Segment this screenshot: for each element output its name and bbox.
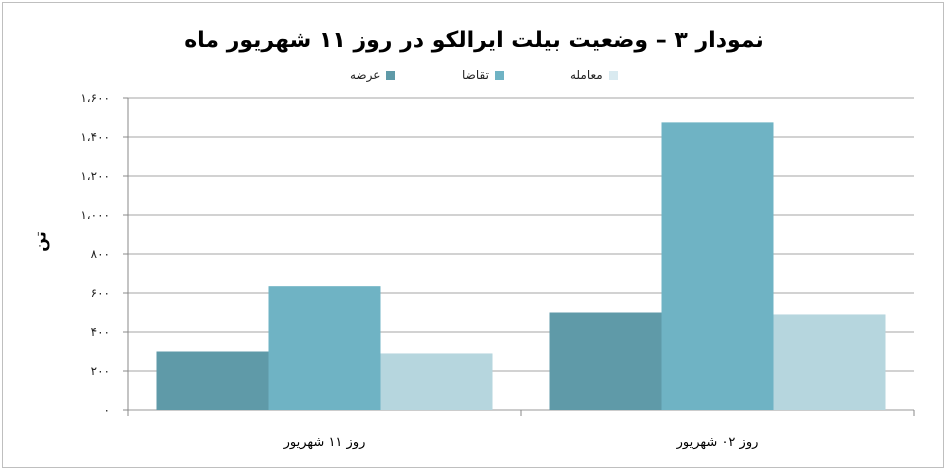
bar	[268, 286, 381, 410]
y-tick-label: ۱،۰۰۰	[80, 208, 110, 222]
y-tick-label: ۱،۲۰۰	[80, 169, 110, 183]
x-category-label: روز ۱۱ شهریور	[283, 435, 366, 450]
legend-label-trade: معامله	[570, 68, 603, 82]
y-tick-label: ۱،۴۰۰	[80, 130, 110, 144]
legend-swatch-trade	[608, 70, 618, 80]
legend: عرضه تقاضا معامله	[0, 68, 948, 86]
chart-title: نمودار ۳ – وضعیت بیلت ایرالکو در روز ۱۱ …	[184, 28, 764, 53]
legend-swatch-demand	[494, 70, 504, 80]
legend-swatch-supply	[386, 70, 396, 80]
y-tick-label: ۰	[104, 403, 110, 417]
bar	[773, 314, 886, 410]
y-tick-label: ۶۰۰	[91, 286, 110, 300]
legend-item-supply: عرضه	[350, 68, 396, 82]
legend-label-demand: تقاضا	[462, 68, 489, 82]
x-category-label: روز ۰۲ شهریور	[676, 435, 759, 450]
legend-item-trade: معامله	[570, 68, 618, 82]
y-tick-label: ۲۰۰	[91, 364, 110, 378]
bar	[661, 122, 774, 410]
y-tick-label: ۱،۶۰۰	[80, 91, 110, 105]
bar	[549, 312, 662, 410]
bar	[156, 351, 269, 410]
y-tick-label: ۴۰۰	[91, 325, 110, 339]
y-tick-label: ۸۰۰	[91, 247, 110, 261]
legend-item-demand: تقاضا	[462, 68, 504, 82]
bar	[380, 353, 493, 410]
legend-label-supply: عرضه	[350, 68, 381, 82]
